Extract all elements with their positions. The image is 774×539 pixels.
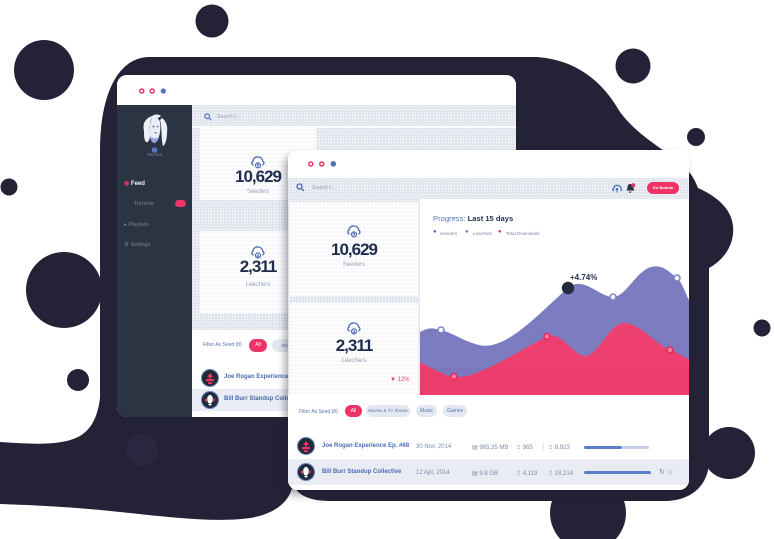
- svg-text:+4.74%: +4.74%: [570, 273, 597, 282]
